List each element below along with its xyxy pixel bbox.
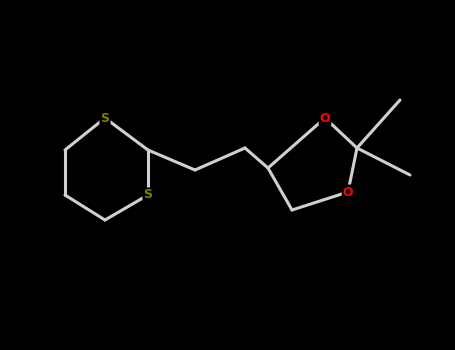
Text: O: O xyxy=(320,112,330,125)
Text: S: S xyxy=(101,112,110,125)
Text: S: S xyxy=(143,189,152,202)
Text: O: O xyxy=(343,186,354,198)
